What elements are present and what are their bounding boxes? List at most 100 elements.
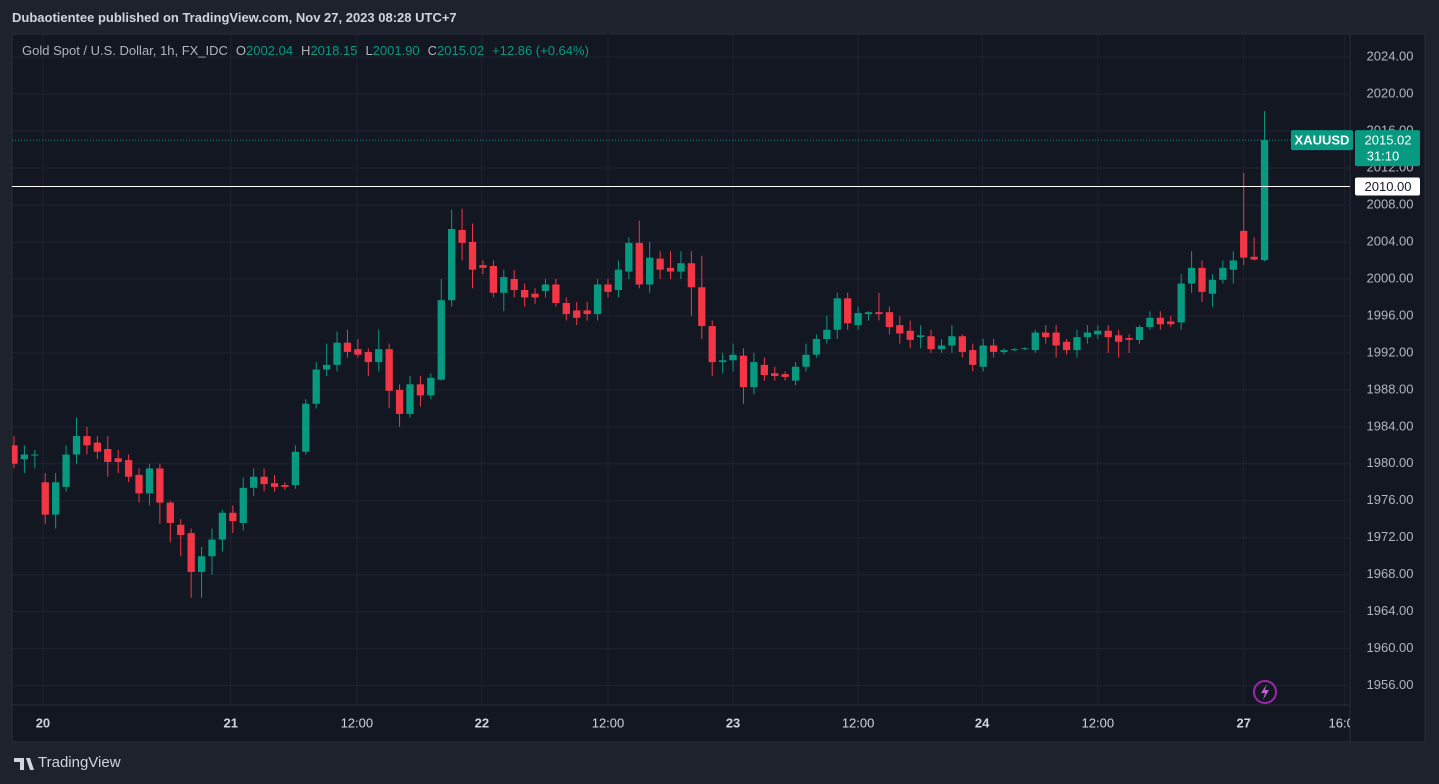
candle-body <box>1031 332 1039 351</box>
x-tick-label: 12:00 <box>592 715 625 730</box>
candle-body <box>812 339 821 355</box>
candle-body <box>20 454 29 460</box>
candle-body <box>62 454 70 487</box>
candle-body <box>646 257 654 285</box>
ohlc-label: O <box>235 43 247 58</box>
candle-body <box>760 364 768 376</box>
candle-body <box>625 242 633 272</box>
candle-body <box>448 229 456 301</box>
candle-body <box>104 449 112 462</box>
last-price-label: 2015.02 <box>1365 133 1412 148</box>
candle-body <box>1021 348 1029 350</box>
hline-label: 2010.00 <box>1365 179 1412 194</box>
candle-body <box>520 290 529 298</box>
chart-panel <box>11 33 1426 743</box>
candle-body <box>197 556 206 572</box>
candle-body <box>979 345 987 367</box>
candle-body <box>802 354 810 367</box>
change-value: +12.86 (+0.64%) <box>492 43 589 58</box>
candle-body <box>291 451 300 486</box>
axes: 1956.00 1960.00 1964.00 1968.00 1972.00 1976.… <box>36 49 1420 730</box>
ohlc-value: 2002.04 <box>246 43 294 58</box>
candle-body <box>41 482 49 515</box>
candle-body <box>1042 332 1050 338</box>
y-tick-label: 1972.00 <box>1367 529 1414 544</box>
candle-body <box>687 263 696 288</box>
y-tick-label: 1988.00 <box>1367 381 1414 396</box>
candle-body <box>187 533 195 572</box>
candle-body <box>1146 317 1154 327</box>
candle-body <box>322 364 331 370</box>
candle-body <box>573 310 581 318</box>
candle-body <box>1229 260 1237 270</box>
candle-body <box>885 312 894 327</box>
x-tick-label: 12:00 <box>842 715 875 730</box>
ohlc-value: 2018.15 <box>310 43 358 58</box>
y-tick-label: 1964.00 <box>1367 603 1414 618</box>
hline-label-box <box>1355 177 1420 196</box>
candle-body <box>718 360 727 363</box>
candle-body <box>927 336 935 350</box>
candle-body <box>698 287 706 327</box>
candle-body <box>333 342 341 365</box>
candle-body <box>666 267 675 272</box>
y-tick-label: 1996.00 <box>1367 307 1414 322</box>
candle-body <box>583 310 591 315</box>
candle-body <box>406 384 414 414</box>
alert-icon[interactable] <box>1253 680 1277 704</box>
candle-body <box>479 265 487 268</box>
candle-body <box>1250 256 1258 260</box>
candle-body <box>364 351 372 363</box>
y-tick-label: 2024.00 <box>1367 49 1414 64</box>
y-tick-label: 1956.00 <box>1367 677 1414 692</box>
candle-body <box>656 258 664 270</box>
candle-body <box>83 436 91 446</box>
symbol-legend: Gold Spot / U.S. Dollar, 1h, FX_IDC O2002… <box>22 43 589 58</box>
candle-body <box>864 312 873 315</box>
candle-body <box>896 325 904 334</box>
candle-body <box>791 366 800 381</box>
candle-body <box>312 369 320 404</box>
y-tick-label: 1980.00 <box>1367 455 1414 470</box>
candle-body <box>781 374 789 377</box>
candle-body <box>541 284 550 291</box>
alert-bolt <box>1261 684 1269 700</box>
y-tick-label: 1984.00 <box>1367 418 1414 433</box>
y-tick-label: 1968.00 <box>1367 566 1414 581</box>
candle-body <box>114 458 122 462</box>
candle-body <box>343 342 352 352</box>
candle-body <box>260 476 268 485</box>
candle-body <box>906 330 914 340</box>
candle-body <box>135 474 143 494</box>
x-tick-label: 20 <box>36 715 50 730</box>
y-tick-label: 2004.00 <box>1367 233 1414 248</box>
candle-body <box>437 300 445 380</box>
x-tick-label: 23 <box>726 715 740 730</box>
candle-body <box>677 263 685 272</box>
candle-body <box>229 512 237 522</box>
candle-body <box>552 284 560 303</box>
candle-body <box>468 241 477 270</box>
candle-body <box>166 502 174 523</box>
candle-body <box>1094 330 1102 335</box>
publish-header: Dubaotientee published on TradingView.co… <box>12 10 457 25</box>
candle-body <box>562 302 570 315</box>
ohlc-label: H <box>301 43 311 58</box>
candle-body <box>1104 330 1112 338</box>
candle-body <box>489 265 498 293</box>
candle-body <box>1187 267 1196 284</box>
symbol-tag-box <box>1291 130 1353 151</box>
candle-body <box>854 313 862 326</box>
candle-body <box>1260 140 1269 261</box>
y-tick-label: 2008.00 <box>1367 196 1414 211</box>
candle-body <box>1208 279 1217 294</box>
candle-body <box>208 539 216 557</box>
candle-body <box>270 483 279 487</box>
candle-body <box>93 442 101 452</box>
candles <box>12 111 1350 598</box>
candle-body <box>177 524 185 535</box>
x-tick-label: 22 <box>475 715 489 730</box>
tv-logo <box>14 758 34 770</box>
candle-body <box>739 355 748 388</box>
